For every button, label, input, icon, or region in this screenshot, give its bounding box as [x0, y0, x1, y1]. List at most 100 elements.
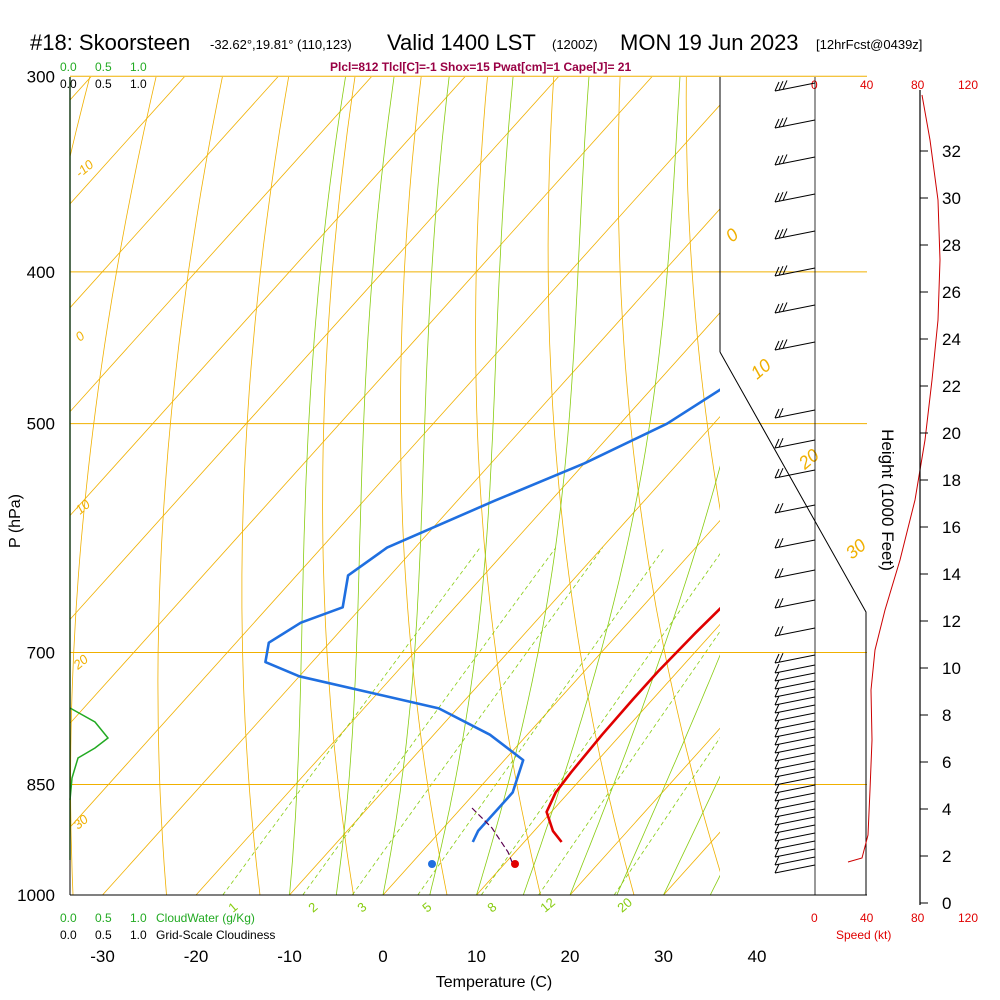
speed-tick-bottom-3: 120: [958, 911, 978, 925]
wind-barb-shaft: [774, 856, 816, 866]
wind-barb-flag: [774, 743, 780, 754]
wind-barb-flag: [774, 538, 780, 549]
isotherm-line: [70, 77, 559, 621]
wind-barb-flag: [774, 303, 780, 314]
wind-barb-flag: [778, 652, 784, 663]
wind-barb-flag: [778, 437, 784, 448]
wind-barb-flag: [774, 703, 780, 714]
wind-barb-flag: [778, 80, 784, 91]
surface-dewpoint-point: [428, 860, 436, 868]
speed-tick-top-2: 80: [911, 78, 925, 92]
sounding-params: Plcl=812 Tlcl[C]=-1 Shox=15 Pwat[cm]=1 C…: [330, 60, 631, 74]
isotherm-line: [70, 77, 279, 309]
isotherm-line: [70, 77, 653, 724]
dry-adiabat: [475, 77, 541, 895]
cloud-scale-bottom-green-2: 1.0: [130, 911, 147, 925]
station-title: #18: Skoorsteen: [30, 30, 190, 55]
cloud-scale-bottom-black-1: 0.5: [95, 928, 112, 942]
adiabat-label: 10: [747, 355, 775, 383]
dry-adiabat: [547, 77, 635, 895]
moist-adiabat: [569, 465, 720, 895]
wind-barb-flag: [774, 815, 780, 826]
wind-barb-shaft: [774, 720, 816, 730]
cloud-scale-top-green-2: 1.0: [130, 60, 147, 74]
wind-barb-flag: [774, 831, 780, 842]
x-tick-label: 10: [467, 947, 486, 966]
height-tick-label: 26: [942, 283, 961, 302]
wind-barb-shaft: [774, 409, 816, 419]
wind-barb-flag: [778, 228, 784, 239]
adiabat-label: -10: [72, 156, 97, 180]
speed-tick-bottom-1: 40: [860, 911, 874, 925]
height-tick-label: 32: [942, 142, 961, 161]
cloud-scale-top-black-2: 1.0: [130, 77, 147, 91]
wind-barb-flag: [774, 192, 780, 203]
height-tick-label: 0: [942, 894, 951, 913]
dry-adiabat: [70, 77, 157, 895]
isotherm-line: [382, 519, 720, 895]
wind-barb-shaft: [774, 688, 816, 698]
cloud-scale-top-green-0: 0.0: [60, 60, 77, 74]
wind-barb-shaft: [774, 704, 816, 714]
wind-barb-flag: [778, 597, 784, 608]
wind-barb-shaft: [774, 599, 816, 609]
wind-barb-shaft: [774, 504, 816, 514]
cloudiness-label: Grid-Scale Cloudiness: [156, 928, 275, 942]
dewpoint-line: [264, 388, 720, 843]
moist-adiabat: [289, 77, 346, 895]
dry-adiabat: [685, 77, 720, 511]
wind-barb-flag: [774, 767, 780, 778]
isotherm-line: [70, 77, 466, 517]
hodo-border: [719, 351, 867, 895]
dry-adiabat: [70, 77, 91, 159]
y-tick-label: 300: [27, 67, 55, 86]
wind-barb-flag: [782, 265, 788, 275]
isotherm-line: [476, 623, 720, 895]
wind-barb-shaft: [774, 864, 816, 874]
wind-barb-shaft: [774, 736, 816, 746]
wind-barb-flag: [778, 117, 784, 128]
x-tick-label: 30: [654, 947, 673, 966]
y-tick-label: 500: [27, 415, 55, 434]
wind-barb-flag: [782, 339, 788, 349]
wind-barb-shaft: [774, 760, 816, 770]
wind-barb-flag: [774, 568, 780, 579]
height-axis-label: Height (1000 Feet): [878, 429, 897, 571]
wind-barb-flag: [778, 625, 784, 636]
wind-barb-shaft: [774, 654, 816, 664]
wind-barb-flag: [774, 679, 780, 690]
mixing-ratio-label: 3: [354, 899, 369, 915]
cloud-scale-bottom-green-0: 0.0: [60, 911, 77, 925]
wind-barb-shaft: [774, 792, 816, 802]
wind-barb-flag: [778, 407, 784, 418]
y-tick-label: 400: [27, 263, 55, 282]
wind-barb-flag: [782, 191, 788, 201]
valid-time: Valid 1400 LST: [387, 30, 536, 55]
height-tick-label: 14: [942, 565, 961, 584]
wind-barb-flag: [774, 155, 780, 166]
wind-barb-shaft: [774, 439, 816, 449]
mixing-ratio-label: 12: [537, 895, 558, 916]
cloud-scale-bottom: 0.0 0.5 1.0 CloudWater (g/Kg) 0.0 0.5 1.…: [60, 911, 275, 942]
height-tick-label: 6: [942, 753, 951, 772]
wind-barb-flag: [774, 663, 780, 674]
wind-barb-flag: [774, 598, 780, 609]
wind-barb-flag: [774, 438, 780, 449]
wind-barb-flag: [782, 154, 788, 164]
x-tick-label: 20: [561, 947, 580, 966]
wind-barb-flag: [774, 671, 780, 682]
wind-barb-flag: [778, 191, 784, 202]
adiabat-label: 0: [722, 224, 743, 246]
wind-barb-flag: [774, 118, 780, 129]
cloud-scale-top-black-1: 0.5: [95, 77, 112, 91]
wind-barb-shaft: [774, 193, 816, 203]
wind-barb-shaft: [774, 696, 816, 706]
isotherm-line: [70, 77, 92, 101]
mixing-ratio-line: [351, 547, 603, 895]
wind-barb-flag: [774, 626, 780, 637]
wind-barb-flag: [778, 265, 784, 276]
series-layer: [264, 388, 720, 868]
adiabat-label: 0: [72, 328, 88, 345]
